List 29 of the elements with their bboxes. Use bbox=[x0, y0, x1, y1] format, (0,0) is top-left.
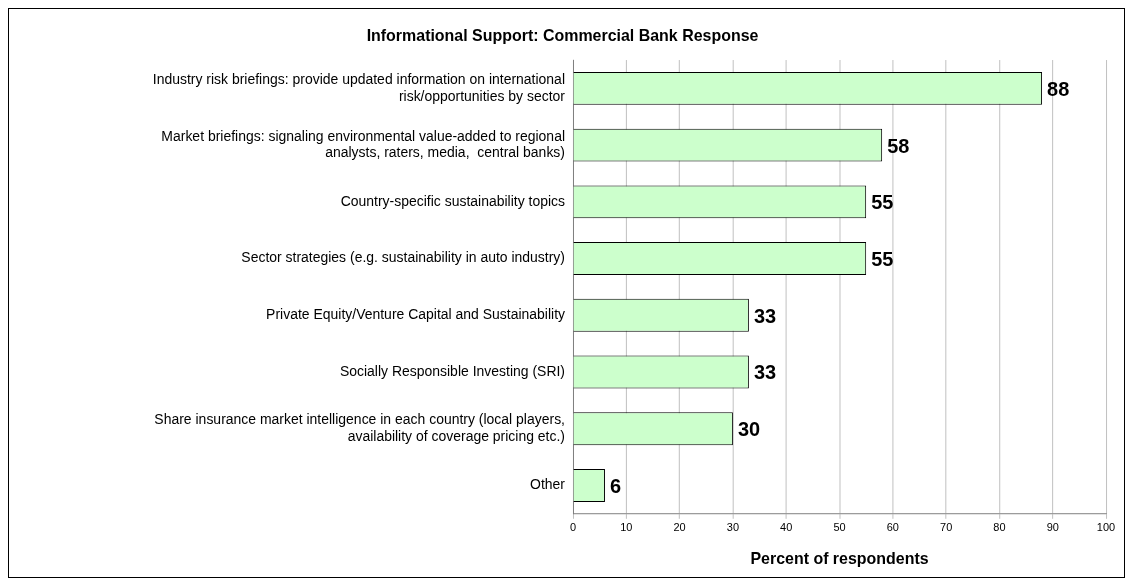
x-tick-label: 0 bbox=[569, 521, 577, 534]
y-tick-label: Other bbox=[530, 476, 566, 493]
x-tick-label: 20 bbox=[673, 521, 686, 534]
x-tick-label: 30 bbox=[726, 521, 740, 534]
x-tick-label: 90 bbox=[1046, 521, 1059, 534]
x-tick-label: 40 bbox=[780, 521, 793, 534]
y-tick-label: Share insurance market intelligence in each country (local players, availability of coverage pricing etc.) bbox=[154, 411, 565, 444]
x-axis-title: Percent of respondents bbox=[750, 549, 929, 567]
y-tick-label: Private Equity/Venture Capital and Sustainability bbox=[266, 306, 566, 323]
data-label: 55 bbox=[871, 248, 894, 271]
x-tick-label: 70 bbox=[940, 521, 953, 534]
y-tick-label: Market briefings: signaling environmental value-added to regional analysts, raters, media, central banks) bbox=[161, 127, 565, 161]
x-tick-label: 80 bbox=[993, 521, 1006, 534]
data-label: 58 bbox=[887, 134, 910, 157]
x-tick-label: 100 bbox=[1096, 521, 1116, 534]
x-tick-label: 50 bbox=[833, 521, 846, 534]
x-tick-label: 60 bbox=[886, 521, 899, 534]
y-tick-label: Industry risk briefings: provide updated information on international risk/opportunities by sector bbox=[152, 70, 566, 104]
y-tick-label: Sector strategies (e.g. sustainability in auto industry) bbox=[241, 249, 565, 266]
data-label: 55 bbox=[871, 191, 894, 214]
data-label: 33 bbox=[753, 361, 777, 384]
data-label: 30 bbox=[737, 418, 761, 441]
data-label: 6 bbox=[609, 474, 622, 497]
y-tick-label: Country-specific sustainability topics bbox=[340, 192, 566, 209]
data-label: 33 bbox=[753, 304, 777, 327]
x-tick-label: 10 bbox=[620, 521, 633, 534]
data-label: 88 bbox=[1047, 77, 1070, 100]
y-tick-label: Socially Responsible Investing (SRI) bbox=[339, 362, 565, 379]
chart-title: Informational Support: Commercial Bank Response bbox=[366, 26, 759, 44]
